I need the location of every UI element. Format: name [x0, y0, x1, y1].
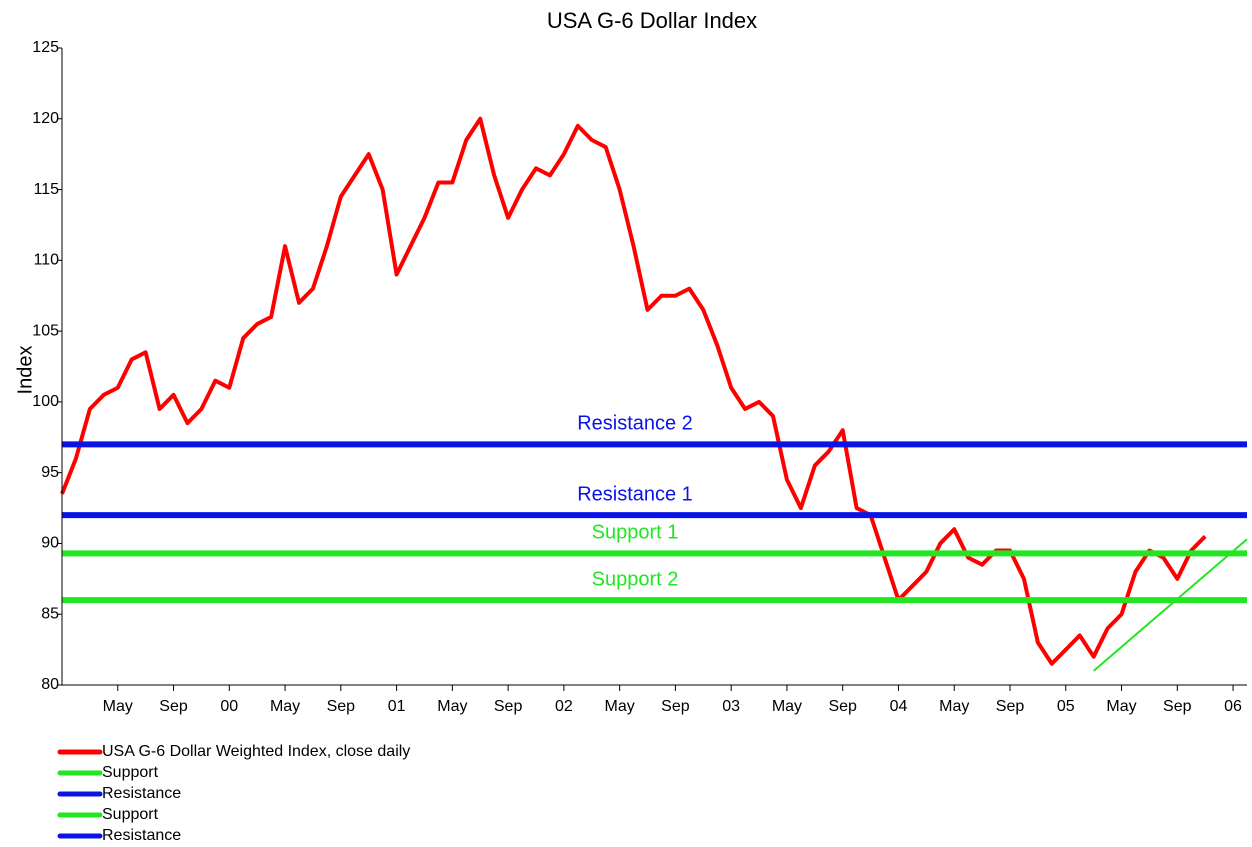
x-tick-label: Sep [828, 698, 857, 715]
x-tick-label: Sep [327, 698, 356, 715]
x-tick-label: May [605, 698, 635, 715]
x-tick-label: Sep [159, 698, 188, 715]
x-tick-label: May [270, 698, 300, 715]
chart-title: USA G-6 Dollar Index [547, 8, 757, 33]
legend-label: Support [102, 764, 159, 781]
y-tick-label: 105 [32, 322, 59, 339]
level-label: Support 1 [592, 522, 679, 544]
x-tick-label: May [1106, 698, 1136, 715]
y-tick-label: 85 [41, 605, 59, 622]
trendline [1092, 538, 1248, 672]
y-axis-label: Index [14, 346, 36, 395]
y-tick-label: 120 [32, 110, 59, 127]
y-tick-label: 100 [32, 393, 59, 410]
x-tick-label: May [103, 698, 133, 715]
index-line [60, 116, 1207, 666]
x-tick-label: Sep [996, 698, 1025, 715]
legend-label: Support [102, 806, 159, 823]
y-tick-label: 125 [32, 39, 59, 56]
level-label: Support 2 [592, 568, 679, 590]
y-tick-label: 90 [41, 535, 59, 552]
legend-label: USA G-6 Dollar Weighted Index, close dai… [102, 743, 410, 760]
y-tick-label: 95 [41, 464, 59, 481]
x-tick-label: 02 [555, 698, 573, 715]
x-tick-label: Sep [1163, 698, 1192, 715]
x-tick-label: May [772, 698, 802, 715]
x-tick-label: 05 [1057, 698, 1075, 715]
level-label: Resistance 2 [577, 413, 693, 435]
legend-label: Resistance [102, 785, 181, 802]
x-tick-label: May [437, 698, 467, 715]
x-tick-label: 01 [388, 698, 406, 715]
x-tick-label: 04 [890, 698, 908, 715]
y-tick-label: 110 [33, 252, 59, 269]
x-tick-label: 03 [722, 698, 740, 715]
x-tick-label: May [939, 698, 969, 715]
y-tick-label: 115 [33, 181, 59, 198]
x-tick-label: Sep [494, 698, 523, 715]
x-tick-label: 06 [1224, 698, 1242, 715]
x-tick-label: Sep [661, 698, 690, 715]
x-tick-label: 00 [220, 698, 238, 715]
legend-label: Resistance [102, 827, 181, 844]
y-tick-label: 80 [41, 676, 59, 693]
level-label: Resistance 1 [577, 483, 693, 505]
